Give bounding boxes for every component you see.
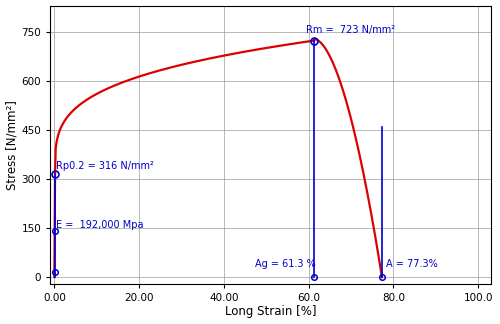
Text: E =  192,000 Mpa: E = 192,000 Mpa	[56, 220, 144, 230]
Text: A = 77.3%: A = 77.3%	[386, 259, 438, 269]
Y-axis label: Stress [N/mm²]: Stress [N/mm²]	[6, 100, 18, 190]
X-axis label: Long Strain [%]: Long Strain [%]	[224, 306, 316, 318]
Text: Ag = 61.3 %: Ag = 61.3 %	[255, 259, 316, 269]
Text: Rp0.2 = 316 N/mm²: Rp0.2 = 316 N/mm²	[56, 161, 154, 171]
Text: Rm =  723 N/mm²: Rm = 723 N/mm²	[306, 25, 395, 35]
